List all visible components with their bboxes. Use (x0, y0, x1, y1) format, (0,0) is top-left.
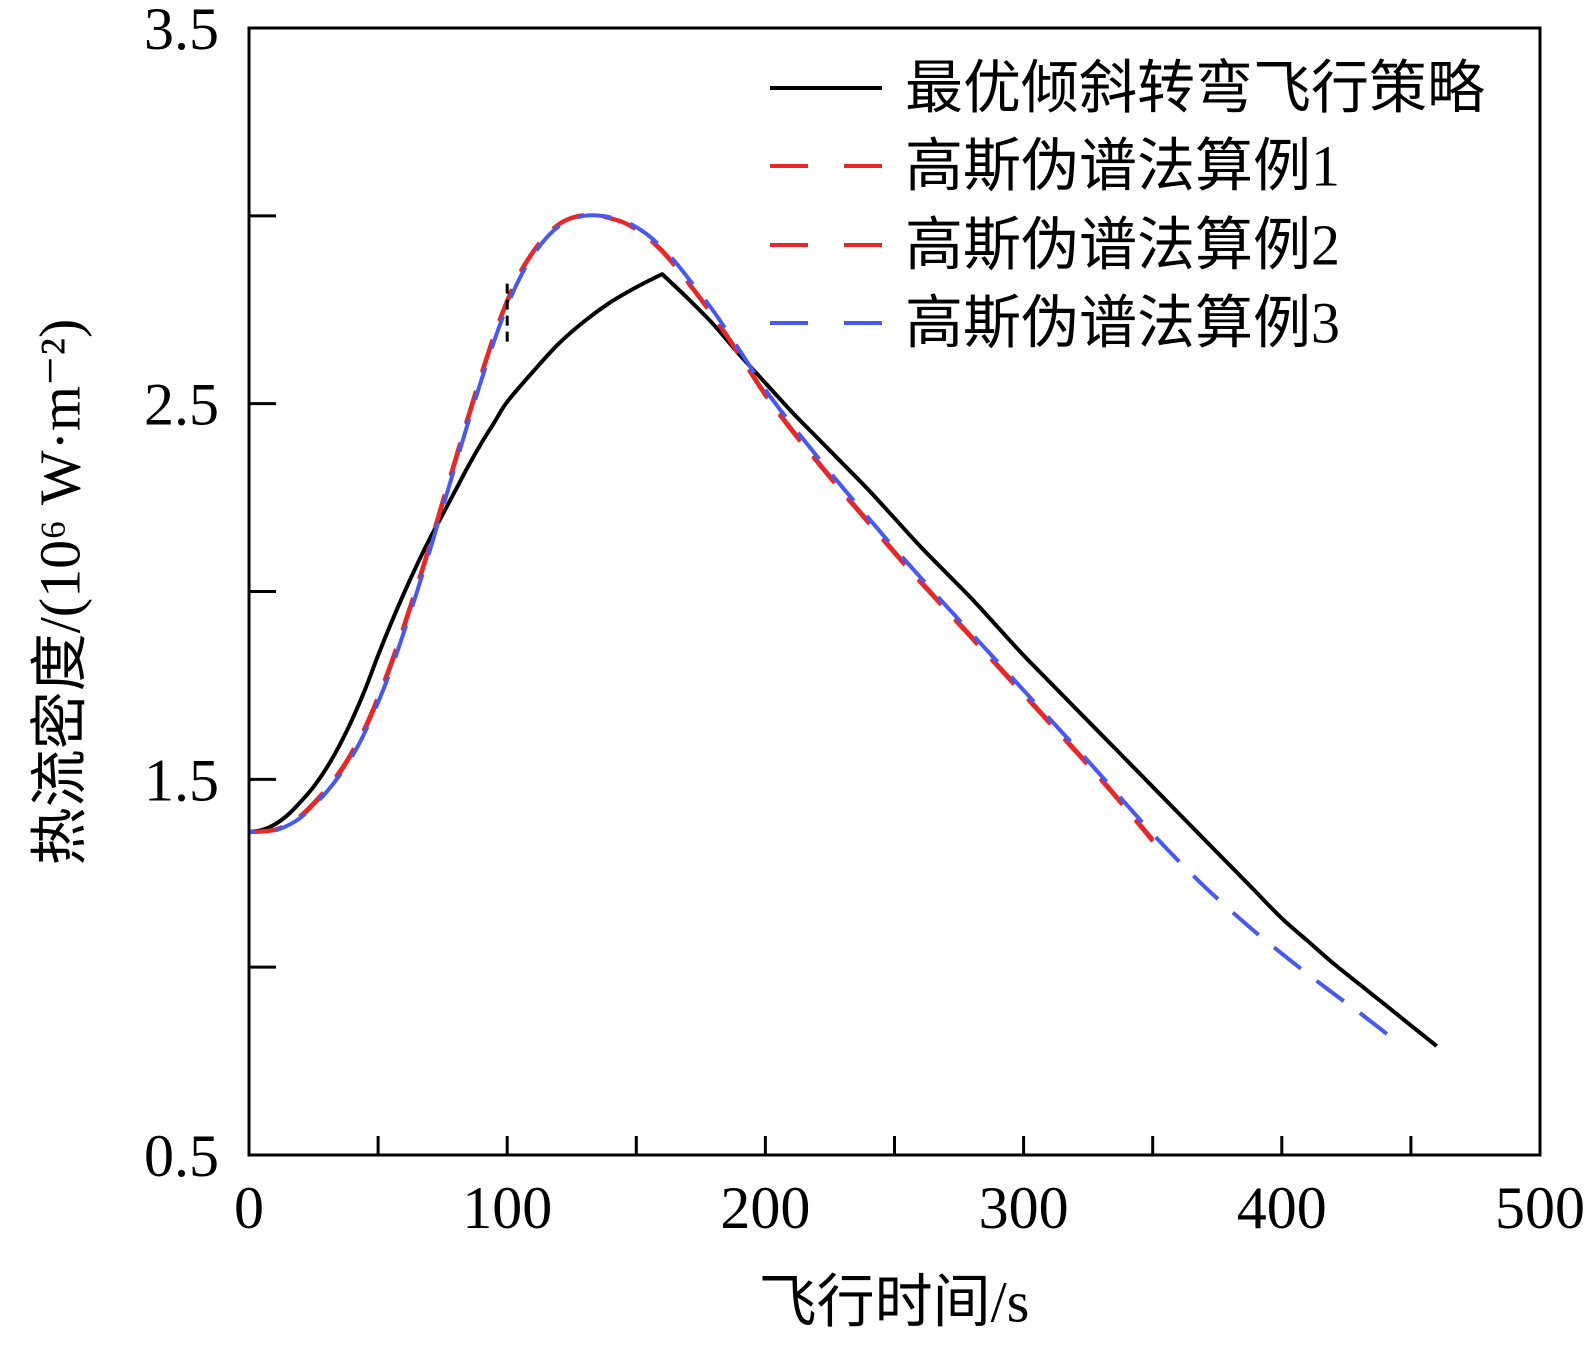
x-tick-label-3: 200 (720, 1175, 810, 1241)
y-tick-label-4: 3.5 (144, 0, 219, 62)
x-tick-label-5: 400 (1237, 1175, 1327, 1241)
plot-frame (247, 26, 1542, 1157)
x-tick-label-4: 300 (979, 1175, 1069, 1241)
tick-label-layer: 0.5 1.5 2.5 3.5 0 100 200 300 400 500 (144, 0, 1585, 1241)
legend-label-1: 最优倾斜转弯飞行策略 (905, 56, 1485, 121)
legend-entry-2: 高斯伪谱法算例1 (770, 134, 1340, 199)
x-tick-label-6: 500 (1495, 1175, 1585, 1241)
legend-label-4: 高斯伪谱法算例3 (905, 291, 1340, 356)
legend: 最优倾斜转弯飞行策略 高斯伪谱法算例1 高斯伪谱法算例2 高斯伪谱法算例3 (770, 56, 1485, 356)
y-tick-label-3: 2.5 (144, 372, 219, 438)
legend-label-3: 高斯伪谱法算例2 (905, 213, 1340, 278)
y-tick-label-2: 1.5 (144, 747, 219, 813)
x-axis-label: 飞行时间/s (759, 1270, 1030, 1335)
legend-label-2: 高斯伪谱法算例1 (905, 134, 1340, 199)
y-axis-label: 热流密度/(10⁶ W·m⁻²) (28, 319, 93, 866)
legend-entry-1: 最优倾斜转弯飞行策略 (770, 56, 1485, 121)
x-tick-label-2: 100 (462, 1175, 552, 1241)
optimal-bank-turn-curve (248, 272, 1438, 1048)
legend-entry-4: 高斯伪谱法算例3 (770, 291, 1340, 356)
legend-entry-3: 高斯伪谱法算例2 (770, 213, 1340, 278)
gpm-case-2-curve (248, 213, 1155, 841)
y-tick-label-1: 0.5 (144, 1123, 219, 1189)
x-tick-label-1: 0 (234, 1175, 264, 1241)
gpm-case-3-curve (248, 213, 1397, 1042)
series-layer (248, 213, 1438, 1048)
